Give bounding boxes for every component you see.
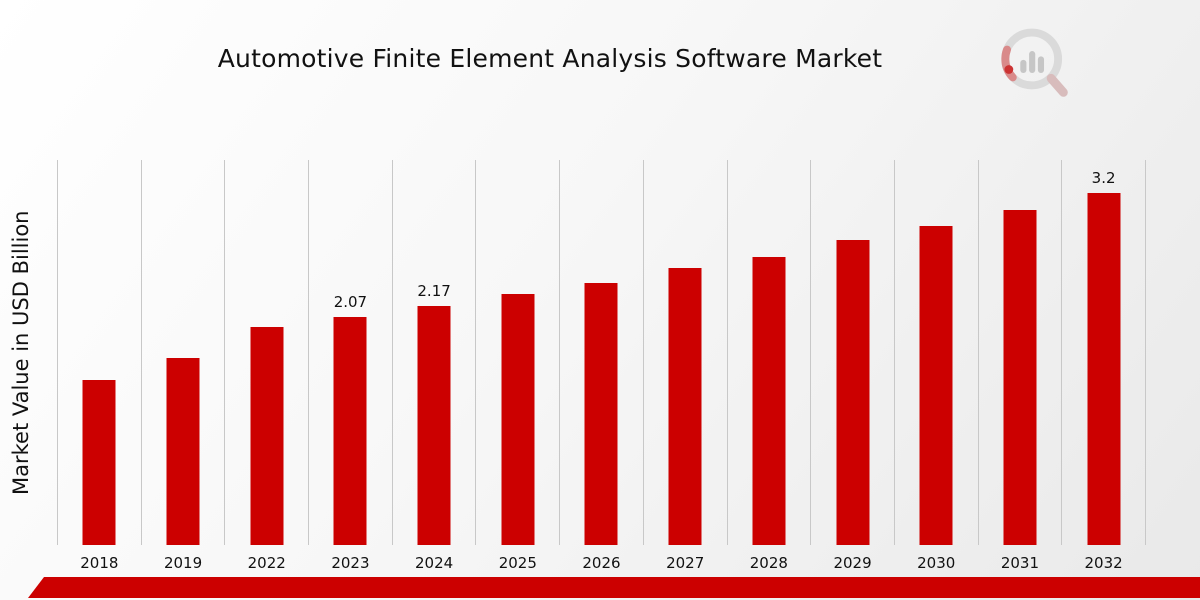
x-tick-2022: 2022 [247,554,286,572]
bar-2026 [584,283,618,545]
bar-2032 [1087,193,1121,545]
x-tick-2019: 2019 [163,554,203,572]
x-tick-2018: 2018 [80,554,119,572]
category-slot-2027: 2027 [642,160,727,572]
category-slot-2025: 2025 [475,160,559,572]
value-label-2024: 2.17 [417,282,451,301]
category-slot-2030: 2030 [893,160,978,572]
category-slot-2018: 2018 [57,160,141,572]
value-label-2023: 2.07 [333,293,368,312]
x-tick-2030: 2030 [917,554,956,572]
x-tick-2027: 2027 [666,554,705,572]
category-slot-2028: 2028 [726,160,811,572]
x-tick-2026: 2026 [582,554,621,572]
value-label-2032: 3.2 [1091,169,1116,187]
bar-2025 [501,294,535,545]
x-tick-2028: 2028 [749,554,788,572]
bar-2018 [82,380,116,545]
bar-2029 [836,240,870,545]
bar-2023 [333,317,367,545]
x-tick-2029: 2029 [833,554,872,572]
bar-2027 [668,267,702,545]
bar-2022 [250,327,284,545]
x-tick-2024: 2024 [415,554,454,572]
category-slot-2026: 2026 [559,160,643,572]
bar-2024 [417,306,451,545]
bar-2031 [1003,209,1037,545]
bar-2019 [166,358,200,545]
category-slot-2022: 2022 [224,160,308,572]
x-tick-2032: 2032 [1084,554,1123,572]
bar-2030 [919,226,953,545]
brand-logo-icon [1001,28,1068,97]
category-slot-2024: 2.17 2024 [391,160,476,572]
footer-ribbon [28,577,1200,598]
y-axis-label: Market Value in USD Billion [9,210,33,495]
category-slot-2029: 2029 [810,160,894,572]
x-tick-2023: 2023 [331,554,370,572]
chart-plot: 2018 2019 2022 2.07 2023 2.17 2024 2025 2026 2027… [57,160,1146,572]
chart-title: Automotive Finite Element Analysis Softw… [217,44,883,73]
category-slot-2023: 2.07 2023 [308,160,392,572]
category-slot-2031: 2031 [977,160,1062,572]
category-slot-2019: 2019 [140,160,225,572]
x-tick-2031: 2031 [1000,554,1039,572]
category-slot-2032: 3.2 2032 [1061,160,1145,572]
bar-2028 [752,256,786,545]
x-tick-2025: 2025 [498,554,537,572]
